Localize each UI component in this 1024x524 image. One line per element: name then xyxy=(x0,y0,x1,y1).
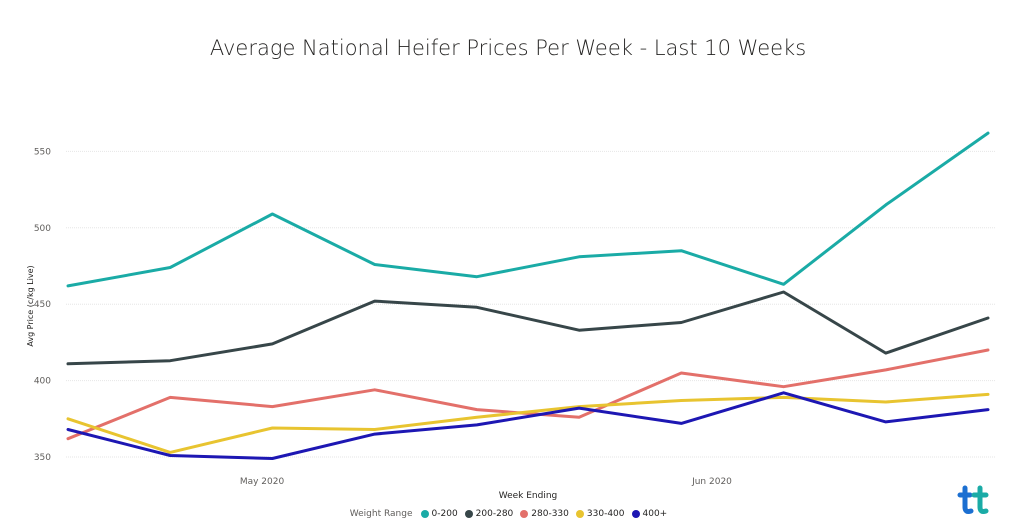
chart-title: Average National Heifer Prices Per Week … xyxy=(209,36,807,60)
legend-marker-icon xyxy=(631,510,640,518)
series-line-200-280 xyxy=(66,290,990,366)
legend: Weight Range 0-200 200-280 280-330 330-400 4… xyxy=(0,507,1024,521)
legend-marker-icon xyxy=(575,510,584,518)
legend-label: 280-330 xyxy=(531,509,569,519)
legend-label: 400+ xyxy=(642,509,668,519)
y-axis-ticks: 350 400 450 500 550 xyxy=(34,147,51,463)
legend-marker-icon xyxy=(520,510,529,518)
legend-marker-icon xyxy=(420,510,429,518)
x-axis-title: Week Ending xyxy=(499,491,558,501)
y-axis-title: Avg Price (c/kg Live) xyxy=(26,265,35,346)
legend-label: 200-280 xyxy=(475,509,514,519)
y-tick-label: 500 xyxy=(34,224,51,234)
series-line-330-400 xyxy=(66,392,990,454)
x-axis-ticks: May 2020 Jun 2020 xyxy=(240,477,732,487)
legend-label: 0-200 xyxy=(431,509,458,519)
series-line-0-200 xyxy=(66,131,990,288)
y-tick-label: 450 xyxy=(34,300,51,310)
legend-item[interactable]: 280-330 xyxy=(520,509,569,519)
series-line-400+ xyxy=(66,391,990,460)
x-tick-label: May 2020 xyxy=(240,477,285,487)
y-tick-label: 550 xyxy=(34,147,51,157)
y-tick-label: 400 xyxy=(34,377,51,387)
legend-item[interactable]: 330-400 xyxy=(575,509,625,519)
legend-item[interactable]: 200-280 xyxy=(464,509,514,519)
legend-item[interactable]: 0-200 xyxy=(420,509,458,519)
x-tick-label: Jun 2020 xyxy=(691,477,732,487)
brand-logo-icon xyxy=(957,485,989,514)
legend-item[interactable]: 400+ xyxy=(631,509,668,519)
y-tick-label: 350 xyxy=(34,453,51,463)
series-line-280-330 xyxy=(66,348,990,441)
legend-label: 330-400 xyxy=(586,509,625,519)
series-lines xyxy=(66,131,990,460)
legend-title: Weight Range xyxy=(349,509,413,519)
legend-marker-icon xyxy=(464,510,473,518)
